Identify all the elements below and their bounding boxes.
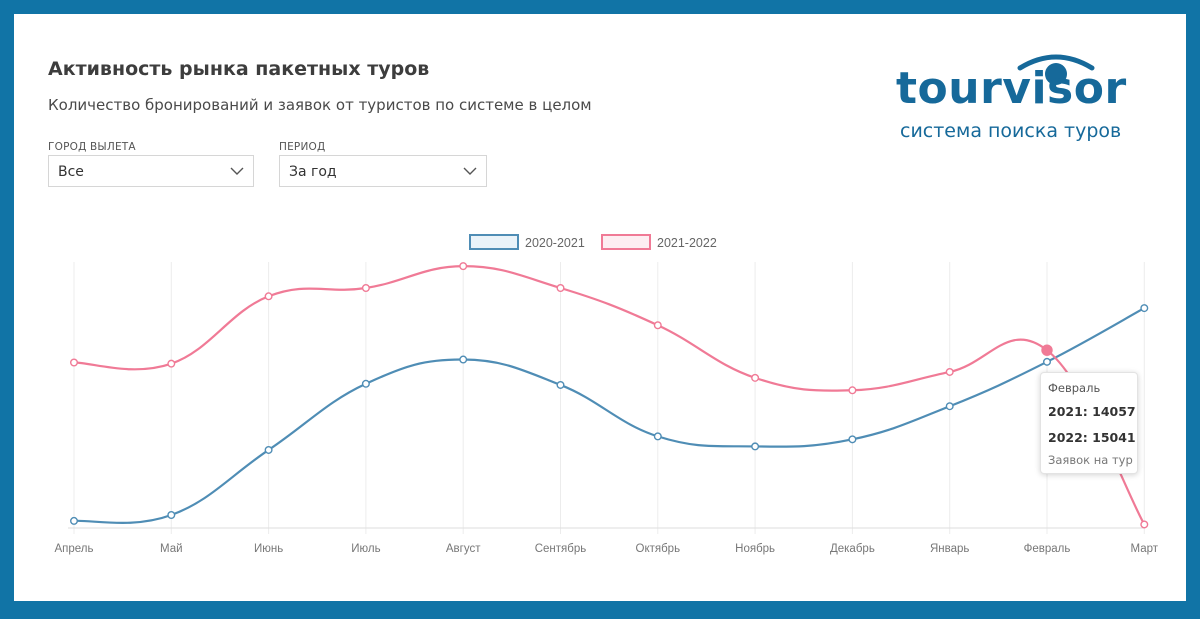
period-filter-label: ПЕРИОД xyxy=(279,141,326,153)
tooltip-line-2021: 2021: 14057 xyxy=(1048,404,1136,419)
x-tick-label: Октябрь xyxy=(636,543,681,555)
chart-card: Активность рынка пакетных туров Количест… xyxy=(14,14,1186,601)
tooltip-footer: Заявок на тур xyxy=(1048,453,1133,467)
legend-swatch xyxy=(601,234,651,250)
x-tick-label: Июнь xyxy=(254,543,283,555)
logo-tagline: система поиска туров xyxy=(900,120,1122,142)
data-point xyxy=(361,379,370,388)
x-tick-label: Ноябрь xyxy=(735,543,775,555)
logo-wordmark: tourvisor xyxy=(896,63,1127,114)
tooltip-line-2022: 2022: 15041 xyxy=(1048,430,1136,445)
page-subtitle: Количество бронирований и заявок от тури… xyxy=(48,96,592,114)
legend-label: 2021-2022 xyxy=(657,236,717,250)
x-tick-label: Январь xyxy=(930,543,969,555)
legend-label: 2020-2021 xyxy=(525,236,585,250)
x-tick-label: Май xyxy=(160,543,183,555)
data-point xyxy=(69,358,78,367)
city-filter-label: ГОРОД ВЫЛЕТА xyxy=(48,141,136,153)
data-point xyxy=(361,284,370,293)
x-tick-label: Декабрь xyxy=(830,543,875,555)
data-point xyxy=(556,380,565,389)
period-select[interactable]: За год xyxy=(279,155,487,187)
data-point xyxy=(1140,304,1149,313)
data-point xyxy=(848,435,857,444)
data-point xyxy=(1042,357,1051,366)
series-line-2020-2021 xyxy=(73,307,1145,525)
data-point xyxy=(848,386,857,395)
chart-tooltip: Февраль 2021: 14057 2022: 15041 Заявок н… xyxy=(1040,372,1138,474)
data-point xyxy=(945,402,954,411)
chevron-down-icon xyxy=(463,167,477,175)
data-point xyxy=(459,262,468,271)
data-point xyxy=(167,359,176,368)
eye-icon xyxy=(1017,54,1095,85)
data-point xyxy=(459,355,468,364)
x-tick-label: Апрель xyxy=(54,543,93,555)
data-point xyxy=(751,373,760,382)
page-title: Активность рынка пакетных туров xyxy=(48,58,430,80)
x-tick-label: Февраль xyxy=(1024,543,1071,555)
x-tick-label: Август xyxy=(446,543,481,555)
data-point xyxy=(69,516,78,525)
data-point xyxy=(653,321,662,330)
x-tick-label: Сентябрь xyxy=(535,543,587,555)
x-tick-label: Март xyxy=(1131,543,1159,555)
data-point xyxy=(264,445,273,454)
period-select-value: За год xyxy=(289,164,337,180)
data-point xyxy=(167,510,176,519)
data-point xyxy=(556,284,565,293)
data-point xyxy=(653,432,662,441)
data-point xyxy=(751,442,760,451)
chevron-down-icon xyxy=(230,167,244,175)
city-select[interactable]: Все xyxy=(48,155,254,187)
data-point xyxy=(264,292,273,301)
data-point xyxy=(945,367,954,376)
legend-swatch xyxy=(469,234,519,250)
city-select-value: Все xyxy=(58,164,84,180)
series-line-2021-2022 xyxy=(73,265,1146,525)
data-point xyxy=(1140,520,1149,529)
tooltip-title: Февраль xyxy=(1048,381,1101,395)
tourvisor-logo: tourvisor система поиска туров xyxy=(894,52,1144,152)
highlighted-point xyxy=(1041,344,1053,356)
x-tick-label: Июль xyxy=(351,543,380,555)
